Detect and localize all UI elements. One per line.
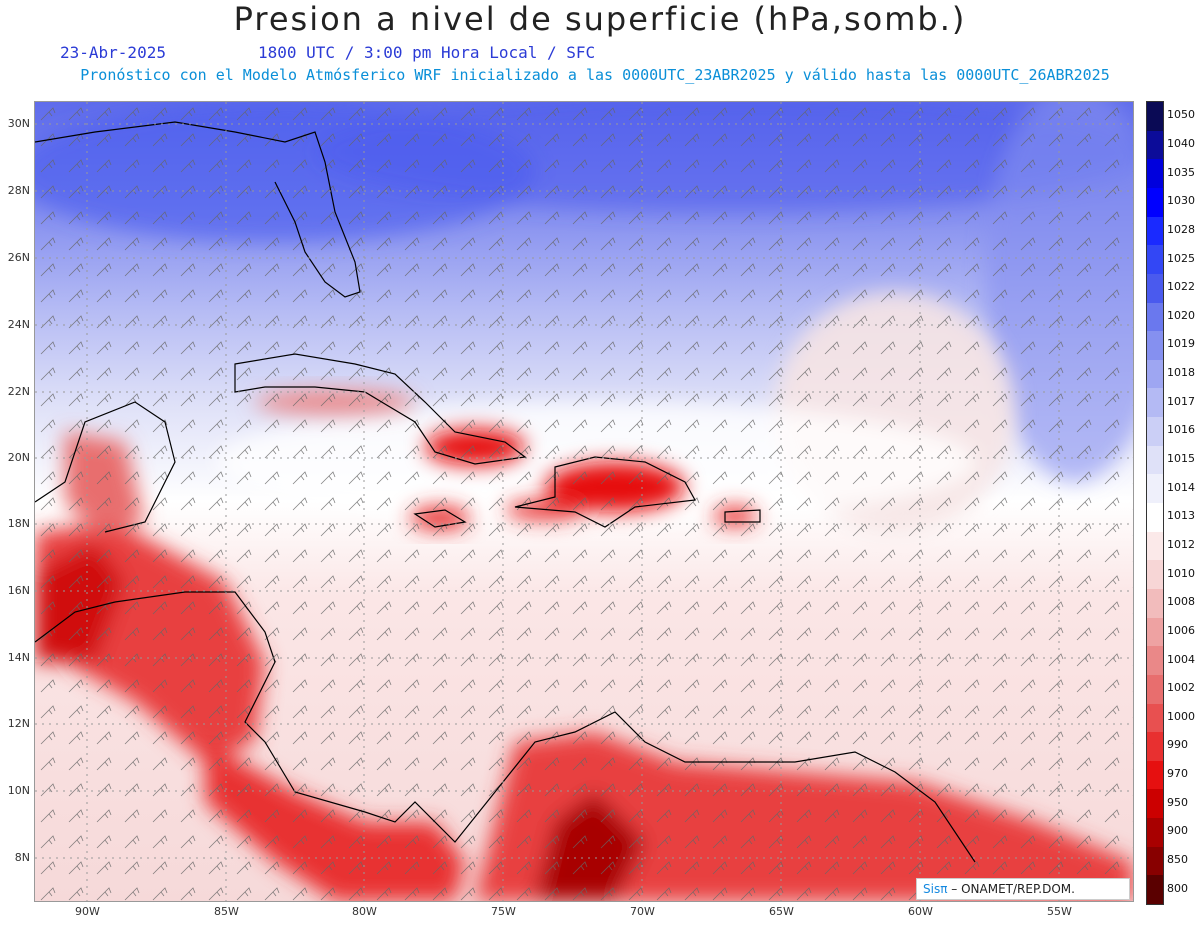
- legend-label: 1017: [1167, 394, 1195, 408]
- legend-swatch: [1147, 760, 1163, 790]
- lon-label: 85W: [214, 905, 239, 918]
- legend-label: 1028: [1167, 222, 1195, 236]
- lat-label: 10N: [7, 784, 30, 797]
- lat-label: 8N: [14, 851, 30, 864]
- model-info: Pronóstico con el Modelo Atmósferico WRF…: [80, 66, 1110, 84]
- lat-label: 20N: [7, 451, 30, 464]
- legend-label: 1012: [1167, 537, 1195, 551]
- legend-label: 950: [1167, 795, 1188, 809]
- coastlines: [35, 121, 976, 863]
- credit-text: – ONAMET/REP.DOM.: [951, 882, 1075, 896]
- forecast-time: 1800 UTC / 3:00 pm Hora Local / SFC: [258, 43, 596, 62]
- legend-swatch: [1147, 588, 1163, 619]
- legend-swatch: [1147, 273, 1163, 303]
- legend-label: 990: [1167, 738, 1188, 752]
- lon-label: 55W: [1047, 905, 1072, 918]
- lon-label: 90W: [75, 905, 100, 918]
- legend-label: 1002: [1167, 681, 1195, 695]
- lat-label: 22N: [7, 385, 30, 398]
- legend-label: 1004: [1167, 652, 1195, 666]
- legend-label: 850: [1167, 853, 1188, 867]
- legend-swatch: [1147, 102, 1163, 132]
- legend-label: 970: [1167, 767, 1188, 781]
- legend-swatch: [1147, 474, 1163, 504]
- legend-swatch: [1147, 617, 1163, 647]
- legend-label: 1022: [1167, 280, 1195, 294]
- legend-label: 1000: [1167, 709, 1195, 723]
- legend-label: 1025: [1167, 251, 1195, 265]
- lon-label: 60W: [908, 905, 933, 918]
- legend-swatch: [1147, 388, 1163, 418]
- legend-swatch: [1147, 560, 1163, 590]
- lon-label: 75W: [491, 905, 516, 918]
- lat-label: 24N: [7, 318, 30, 331]
- legend-swatch: [1147, 417, 1163, 447]
- legend-swatch: [1147, 245, 1163, 275]
- lon-label: 80W: [352, 905, 377, 918]
- legend-label: 900: [1167, 824, 1188, 838]
- pressure-map: [34, 101, 1134, 902]
- legend-swatch: [1147, 159, 1163, 189]
- legend-swatch: [1147, 703, 1163, 733]
- lat-label: 26N: [7, 251, 30, 264]
- legend-label: 1050: [1167, 108, 1195, 122]
- forecast-date: 23-Abr-2025: [60, 43, 166, 62]
- legend-swatch: [1147, 302, 1163, 332]
- legend-label: 1030: [1167, 194, 1195, 208]
- lat-label: 28N: [7, 184, 30, 197]
- legend-swatch: [1147, 503, 1163, 533]
- legend-swatch: [1147, 646, 1163, 676]
- legend-swatch: [1147, 216, 1163, 246]
- legend-swatch: [1147, 445, 1163, 475]
- legend-swatch: [1147, 187, 1163, 218]
- lat-label: 14N: [7, 651, 30, 664]
- chart-title: Presion a nivel de superficie (hPa,somb.…: [233, 0, 967, 38]
- lat-label: 12N: [7, 717, 30, 730]
- legend-swatch: [1147, 818, 1163, 848]
- legend-swatch: [1147, 789, 1163, 819]
- legend-label: 1040: [1167, 136, 1195, 150]
- legend-label: 1015: [1167, 452, 1195, 466]
- legend-label: 1008: [1167, 595, 1195, 609]
- credit-brand: Sisπ: [923, 882, 948, 896]
- legend-swatch: [1147, 359, 1163, 389]
- legend-swatch: [1147, 331, 1163, 361]
- lat-label: 18N: [7, 517, 30, 530]
- graticule: [35, 102, 1133, 901]
- date-line: 23-Abr-2025 1800 UTC / 3:00 pm Hora Loca…: [60, 43, 595, 62]
- credit-badge: Sisπ – ONAMET/REP.DOM.: [916, 878, 1130, 900]
- legend-label: 1018: [1167, 366, 1195, 380]
- legend-swatch: [1147, 531, 1163, 561]
- legend-label: 1020: [1167, 308, 1195, 322]
- lat-label: 16N: [7, 584, 30, 597]
- legend-swatch: [1147, 875, 1163, 905]
- map-canvas: [35, 102, 1133, 901]
- color-legend: [1146, 101, 1164, 905]
- legend-label: 1010: [1167, 566, 1195, 580]
- legend-swatch: [1147, 846, 1163, 876]
- legend-label: 1013: [1167, 509, 1195, 523]
- legend-label: 800: [1167, 881, 1188, 895]
- legend-swatch: [1147, 732, 1163, 762]
- lon-label: 65W: [769, 905, 794, 918]
- legend-label: 1019: [1167, 337, 1195, 351]
- lat-label: 30N: [7, 117, 30, 130]
- legend-label: 1006: [1167, 623, 1195, 637]
- legend-label: 1035: [1167, 165, 1195, 179]
- legend-label: 1016: [1167, 423, 1195, 437]
- legend-label: 1014: [1167, 480, 1195, 494]
- legend-swatch: [1147, 674, 1163, 704]
- legend-swatch: [1147, 130, 1163, 160]
- lon-label: 70W: [630, 905, 655, 918]
